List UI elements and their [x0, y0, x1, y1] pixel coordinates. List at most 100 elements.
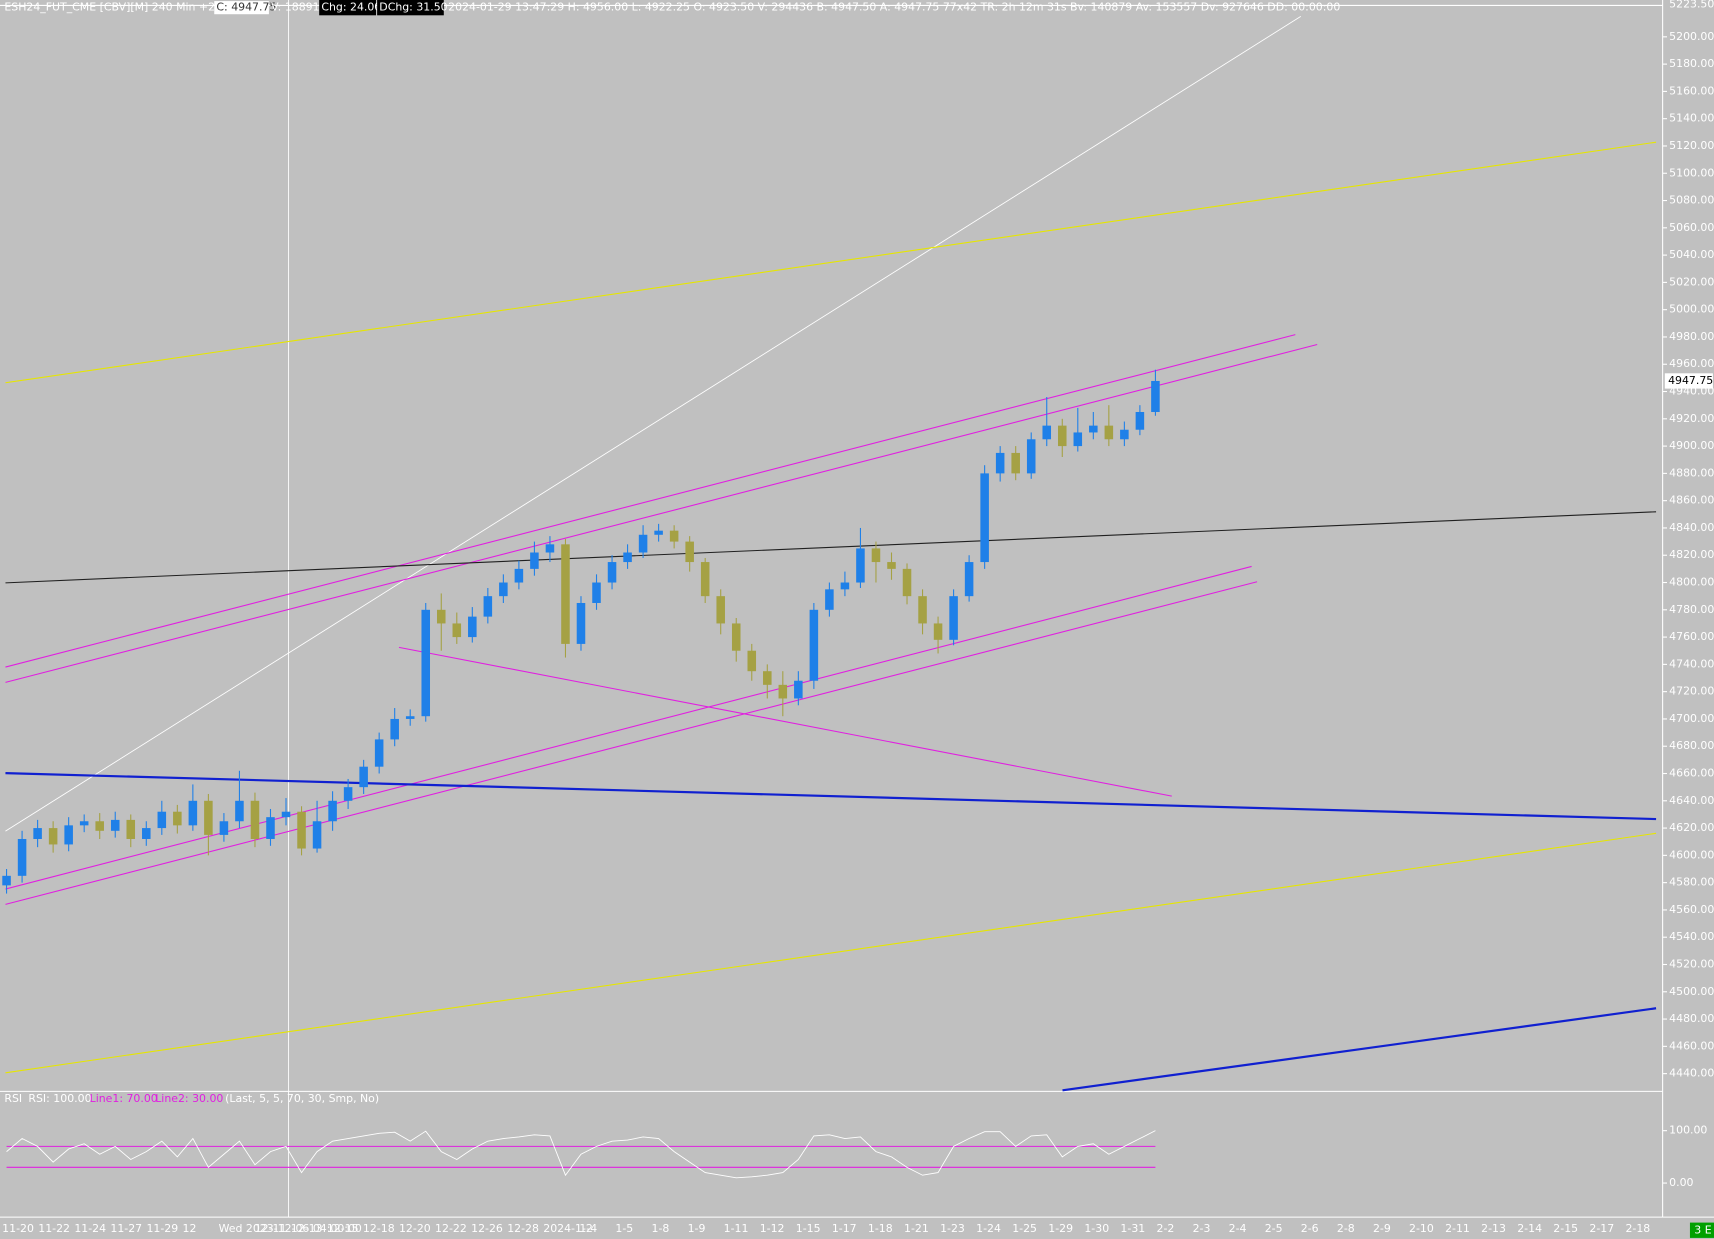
candle-body [747, 650, 757, 672]
candle-body [887, 562, 896, 569]
y-tick-label: 4540.00 [1669, 930, 1714, 943]
y-tick-label: 4980.00 [1669, 330, 1714, 343]
candle-body [142, 828, 151, 839]
candle-body [561, 544, 570, 644]
y-tick-label: 4520.00 [1669, 957, 1714, 970]
y-tick-label: 4780.00 [1669, 603, 1714, 616]
candle-body [266, 817, 275, 839]
rsi-line2-label: Line2: 30.00 [155, 1092, 223, 1105]
candle-body [623, 552, 632, 563]
candle-body [1057, 425, 1067, 447]
candle-body [731, 623, 741, 651]
y-tick-label: 5140.00 [1669, 112, 1714, 125]
rsi-params: (Last, 5, 5, 70, 30, Smp, No) [225, 1092, 379, 1105]
x-tick-label: 2-17 [1589, 1222, 1614, 1235]
x-tick-label: 2-14 [1517, 1222, 1542, 1235]
candle-body [1011, 452, 1020, 474]
x-tick-label: 1-4 [579, 1222, 597, 1235]
y-tick-label: 5100.00 [1669, 166, 1714, 179]
y-tick-label: 4920.00 [1669, 412, 1714, 425]
y-tick-label: 4600.00 [1669, 848, 1714, 861]
y-tick-label: 4620.00 [1669, 821, 1714, 834]
y-tick-label: 4820.00 [1669, 548, 1714, 561]
y-tick-label: 5180.00 [1669, 57, 1714, 70]
x-tick-label: 2-8 [1337, 1222, 1355, 1235]
candle-body [809, 609, 819, 681]
candle-body [871, 548, 881, 563]
rsi-title: RSI [4, 1092, 22, 1105]
candle-body [33, 828, 42, 839]
candle-body [483, 596, 493, 617]
x-tick-label: 12-13 [291, 1222, 323, 1235]
x-tick-label: 1-31 [1120, 1222, 1145, 1235]
candle-body [530, 552, 539, 569]
candle-body [436, 609, 446, 624]
y-tick-label: 4960.00 [1669, 357, 1714, 370]
y-tick-label: 4460.00 [1669, 1039, 1714, 1052]
symbol: ESH24_FUT_CME [CBV][M] 240 Min +2 [4, 1, 215, 14]
candle-body [95, 821, 104, 831]
volume-text: V: 188910 [271, 1, 326, 14]
x-tick-label: 11-24 [74, 1222, 106, 1235]
x-tick-label: 12-20 [399, 1222, 431, 1235]
candle-body [949, 596, 958, 640]
candle-body [980, 473, 989, 563]
x-tick-label: 1-24 [976, 1222, 1001, 1235]
trend-line [5, 832, 1657, 1074]
candle-body [716, 596, 725, 624]
x-tick-label: 1-18 [868, 1222, 893, 1235]
candle-body [2, 875, 11, 886]
x-tick-label: 1-5 [615, 1222, 633, 1235]
candle-body [499, 582, 508, 597]
y-tick-label: 0.00 [1669, 1176, 1693, 1189]
candle-body [421, 609, 431, 717]
candle-body [64, 825, 73, 845]
x-tick-label: 1-25 [1012, 1222, 1037, 1235]
candle-body [390, 718, 399, 740]
candle-body [157, 811, 167, 829]
y-tick-label: 4560.00 [1669, 903, 1714, 916]
candle-body [514, 568, 524, 583]
trend-line [5, 16, 1302, 832]
x-tick-label: 12-11 [255, 1222, 287, 1235]
candle-body [1073, 432, 1083, 447]
x-tick-label: 2-13 [1481, 1222, 1506, 1235]
candle-body [235, 800, 244, 822]
candle-body [933, 623, 943, 640]
y-tick-label: 4900.00 [1669, 439, 1714, 452]
y-tick-label: 5040.00 [1669, 248, 1714, 261]
x-tick-label: 1-23 [940, 1222, 965, 1235]
candle-body [188, 800, 198, 826]
y-tick-label: 4860.00 [1669, 494, 1714, 507]
x-tick-label: 2-9 [1373, 1222, 1391, 1235]
y-tick-label: 4500.00 [1669, 985, 1714, 998]
x-tick-label: Wed 2023-12-06 04:00:00 [219, 1222, 362, 1235]
y-tick-label: 5060.00 [1669, 221, 1714, 234]
status-box [1689, 1222, 1714, 1238]
y-tick-label: 5080.00 [1669, 194, 1714, 207]
y-tick-label: 4720.00 [1669, 685, 1714, 698]
x-tick-label: 2-2 [1157, 1222, 1175, 1235]
last-price-box [1664, 373, 1713, 389]
candle-body [654, 530, 663, 535]
candle-body [669, 530, 679, 542]
candle-body [902, 568, 912, 597]
candle-body [763, 671, 772, 685]
trend-line [5, 334, 1296, 668]
x-tick-label: 1-12 [760, 1222, 785, 1235]
y-tick-label: 4700.00 [1669, 712, 1714, 725]
details-text: 2024-01-29 13:47:29 H: 4956.00 L: 4922.2… [448, 1, 1340, 14]
x-tick-label: 2-5 [1265, 1222, 1283, 1235]
x-tick-label: 1-21 [904, 1222, 929, 1235]
candle-body [778, 684, 788, 699]
candle-body [204, 800, 213, 835]
x-tick-label: 2-11 [1445, 1222, 1470, 1235]
close-box [214, 1, 269, 15]
x-tick-label: 12-26 [471, 1222, 503, 1235]
dchg-box [377, 0, 444, 16]
candle-body [685, 541, 694, 563]
x-tick-label: 12-22 [435, 1222, 467, 1235]
x-tick-label: 2-10 [1409, 1222, 1434, 1235]
trend-line [5, 511, 1657, 584]
